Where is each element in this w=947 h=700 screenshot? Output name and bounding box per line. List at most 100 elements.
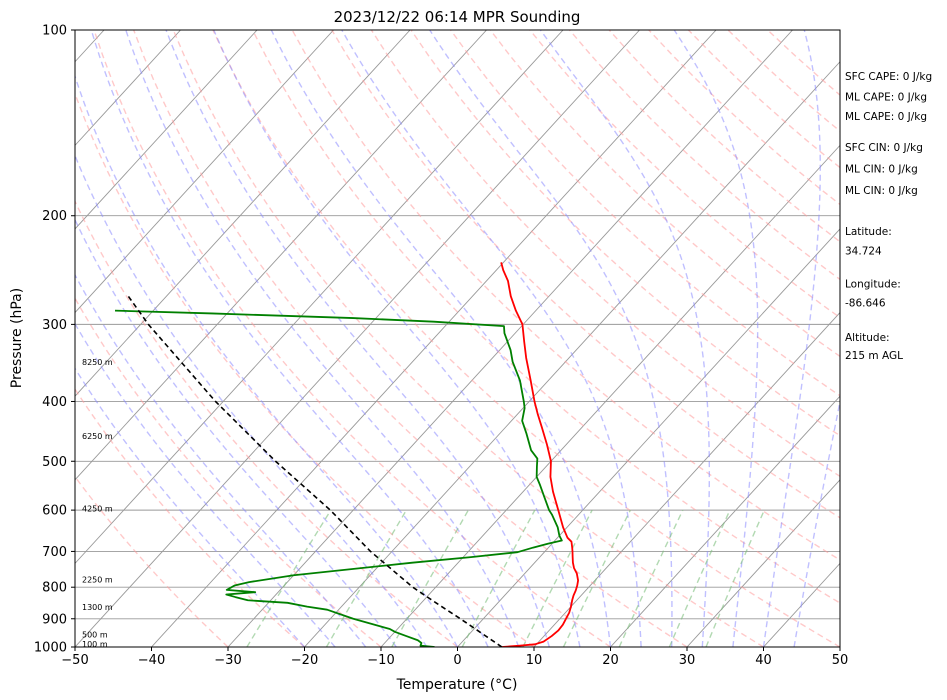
isotherm-line <box>75 30 640 647</box>
side-info-text: ML CIN: 0 J/kg <box>845 185 918 197</box>
moist-adiabat-line <box>75 74 459 647</box>
isotherm-line <box>75 30 487 481</box>
dry-adiabat-line <box>370 30 840 478</box>
dry-adiabat-line <box>489 30 840 358</box>
y-tick-label: 400 <box>42 395 67 410</box>
temperature-profile <box>500 262 579 647</box>
moist-adiabat-line <box>341 30 642 647</box>
dry-adiabat-line <box>172 30 764 647</box>
y-tick-label: 800 <box>42 581 67 596</box>
isotherm-line <box>610 395 840 647</box>
mixing-ratio-line <box>325 509 407 647</box>
mixing-ratio-line <box>246 509 332 647</box>
isotherm-line <box>380 144 840 647</box>
x-tick-label: −50 <box>61 653 88 668</box>
side-info-text: 34.724 <box>845 245 882 257</box>
dry-adiabat-line <box>410 30 840 437</box>
mixing-ratio-line <box>562 509 631 647</box>
y-tick-label: 900 <box>42 612 67 627</box>
moist-adiabat-line <box>75 322 336 647</box>
side-info-text: Longitude: <box>845 278 901 290</box>
moist-adiabat-line <box>793 398 840 647</box>
isotherm-line <box>75 30 564 565</box>
isotherm-line <box>75 30 411 397</box>
x-tick-label: −30 <box>214 653 241 668</box>
isotherm-line <box>304 61 840 647</box>
moist-adiabat-line <box>75 367 306 647</box>
mixing-ratio-line <box>705 509 765 647</box>
moist-adiabat-line <box>75 218 397 647</box>
moist-adiabat-line <box>213 30 581 647</box>
height-label: 4250 m <box>82 504 113 513</box>
side-info-text: SFC CIN: 0 J/kg <box>845 142 923 154</box>
side-info-text: ML CIN: 0 J/kg <box>845 164 918 176</box>
moist-adiabat-line <box>125 30 520 647</box>
dry-adiabat-line <box>291 30 840 561</box>
mixing-ratio-line <box>522 509 593 647</box>
mixing-ratio-line <box>391 509 469 647</box>
dry-adiabat-line <box>331 30 840 519</box>
dry-adiabat-line <box>75 296 382 647</box>
side-info-text: -86.646 <box>845 298 886 310</box>
dry-adiabat-line <box>75 91 535 647</box>
side-info-text: 215 m AGL <box>845 350 903 362</box>
dry-adiabat-line <box>212 30 840 647</box>
y-tick-label: 600 <box>42 504 67 519</box>
side-info-text: ML CAPE: 0 J/kg <box>845 111 927 123</box>
x-tick-label: 10 <box>526 653 543 668</box>
height-label: 2250 m <box>82 575 113 584</box>
isotherm-line <box>227 30 793 647</box>
moist-adiabat-line <box>165 30 550 647</box>
moist-adiabat-line <box>539 30 711 647</box>
moist-adiabat-line <box>429 30 673 647</box>
isotherm-line <box>533 311 840 647</box>
dry-adiabat-line <box>75 475 229 647</box>
data-lines <box>114 262 579 647</box>
dewpoint-profile <box>114 309 563 647</box>
dry-adiabat-line <box>450 30 840 397</box>
height-label: 1300 m <box>82 603 113 612</box>
isotherm-line <box>686 479 840 647</box>
isotherm-line <box>75 30 334 314</box>
moist-adiabat-line <box>762 30 821 647</box>
y-tick-label: 100 <box>42 24 67 39</box>
axis-ticks: −50 −40 −30 −20 −10 0 10 20 30 40 50 100 200 300 400 50… <box>34 24 848 669</box>
x-tick-label: 0 <box>453 653 461 668</box>
x-tick-label: 40 <box>755 653 772 668</box>
isotherm-line <box>75 30 258 230</box>
y-tick-label: 500 <box>42 455 67 470</box>
side-info-panel: SFC CAPE: 0 J/kg ML CAPE: 0 J/kg ML CAPE: … <box>845 71 932 362</box>
moist-adiabat-line <box>75 153 428 647</box>
mixing-ratio-line <box>668 509 731 647</box>
x-tick-label: −40 <box>138 653 165 668</box>
reference-lines <box>75 30 840 647</box>
dry-adiabat-line <box>75 199 458 647</box>
y-tick-label: 300 <box>42 318 67 333</box>
chart-title: 2023/12/22 06:14 MPR Sounding <box>334 8 581 26</box>
x-axis-label: Temperature (°C) <box>396 677 518 693</box>
y-tick-label: 200 <box>42 209 67 224</box>
y-tick-label: 1000 <box>34 641 67 656</box>
mixing-ratio-line <box>461 509 536 647</box>
isotherm-line <box>75 30 181 147</box>
height-label: 500 m <box>82 631 108 640</box>
moist-adiabat-line <box>75 273 367 647</box>
y-axis-label: Pressure (hPa) <box>9 288 25 388</box>
side-info-text: SFC CAPE: 0 J/kg <box>845 71 932 83</box>
dry-adiabat-line <box>133 30 688 647</box>
x-tick-label: 20 <box>602 653 619 668</box>
mixing-ratio-line <box>618 509 684 647</box>
x-tick-label: −20 <box>291 653 318 668</box>
side-info-text: Altitude: <box>845 332 890 344</box>
moist-adiabat-line <box>673 30 759 647</box>
height-label: 6250 m <box>82 432 113 441</box>
x-tick-label: −10 <box>367 653 394 668</box>
dry-adiabat-line <box>251 30 840 604</box>
parcel-profile <box>127 295 503 647</box>
height-label: 100 m <box>82 640 108 649</box>
isotherm-line <box>457 228 840 647</box>
moist-adiabat-line <box>90 30 489 647</box>
dry-adiabat-line <box>75 387 305 647</box>
